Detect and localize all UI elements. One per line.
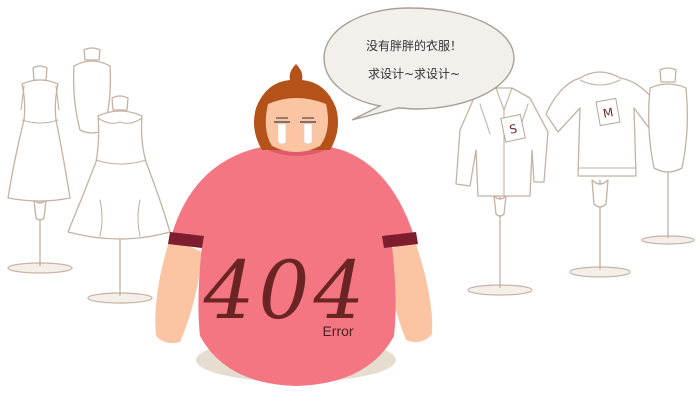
size-tag-sweater-label: M (602, 105, 615, 121)
speech-bubble: 没有胖胖的衣服！ 求设计~求设计~ (323, 7, 515, 121)
left-arm (155, 238, 202, 344)
crying-character: 404 Error (155, 64, 433, 386)
error-code: 404 (203, 244, 369, 337)
error-label: Error (322, 323, 353, 339)
left-sleeve-cuff (168, 232, 204, 248)
mannequin-bust-right (641, 67, 695, 245)
size-tag-shirt: S (500, 113, 526, 143)
size-tag-shirt-label: S (508, 122, 518, 137)
pink-shirt (172, 143, 414, 386)
mannequin-shirt (455, 87, 549, 296)
speech-bubble-line-2: 求设计~求设计~ (368, 67, 460, 81)
face (265, 98, 328, 152)
right-sleeve-cuff (382, 232, 418, 248)
size-tag-sweater: M (595, 97, 621, 127)
mannequin-tank-dress (7, 65, 73, 274)
tears-right-icon (303, 123, 313, 145)
speech-bubble-line-1: 没有胖胖的衣服！ (366, 38, 462, 53)
right-arm (384, 238, 433, 342)
tears-left-icon (277, 123, 287, 145)
mannequin-party-dress (67, 95, 171, 304)
